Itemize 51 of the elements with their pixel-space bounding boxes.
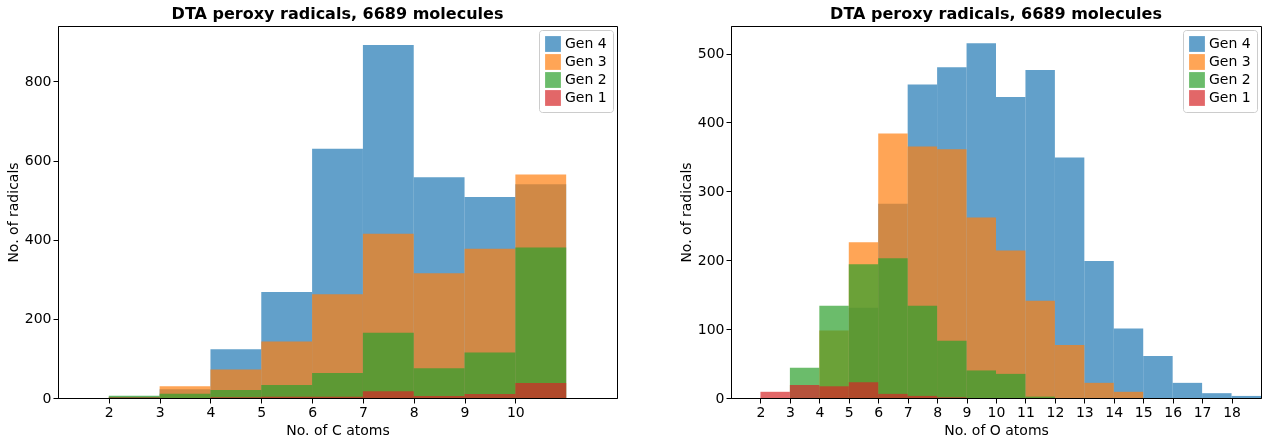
- y-tick-label: 0: [715, 389, 725, 406]
- x-tick-label: 6: [874, 403, 884, 420]
- x-axis-title: No. of C atoms: [286, 421, 390, 438]
- x-tick-label: 3: [785, 403, 795, 420]
- y-tick-label: 300: [697, 182, 725, 199]
- x-tick-label: 4: [815, 403, 825, 420]
- x-tick-label: 18: [1223, 403, 1241, 420]
- x-tick-label: 9: [460, 403, 470, 420]
- x-tick-label: 10: [506, 403, 525, 420]
- x-tick-label: 14: [1105, 403, 1124, 420]
- y-axis-title: No. of radicals: [4, 162, 21, 263]
- y-tick-label: 100: [697, 320, 725, 337]
- x-tick-label: 9: [962, 403, 972, 420]
- y-tick-label: 200: [24, 310, 52, 327]
- y-tick-label: 500: [697, 45, 725, 62]
- chart-title: DTA peroxy radicals, 6689 molecules: [830, 4, 1162, 23]
- x-tick-label: 2: [104, 403, 114, 420]
- legend-label: Gen 1: [1209, 89, 1251, 105]
- y-tick-label: 600: [24, 152, 52, 169]
- legend-label: Gen 4: [1209, 35, 1251, 51]
- legend-label: Gen 2: [565, 71, 607, 87]
- x-axis-title: No. of O atoms: [944, 421, 1049, 438]
- y-tick-label: 800: [24, 72, 52, 89]
- x-tick-label: 16: [1164, 403, 1183, 420]
- x-tick-label: 11: [1017, 403, 1035, 420]
- y-tick-label: 0: [42, 389, 52, 406]
- x-tick-label: 17: [1193, 403, 1212, 420]
- x-tick-label: 4: [206, 403, 216, 420]
- x-tick-label: 15: [1134, 403, 1153, 420]
- legend-label: Gen 3: [1209, 53, 1251, 69]
- x-tick-label: 3: [155, 403, 165, 420]
- x-tick-label: 5: [257, 403, 267, 420]
- y-axis-title: No. of radicals: [677, 162, 694, 263]
- x-tick-label: 6: [308, 403, 318, 420]
- x-tick-label: 10: [987, 403, 1006, 420]
- x-tick-label: 8: [409, 403, 419, 420]
- x-tick-label: 7: [903, 403, 913, 420]
- y-tick-label: 400: [697, 113, 725, 130]
- x-tick-label: 8: [933, 403, 943, 420]
- x-tick-label: 5: [844, 403, 854, 420]
- legend-label: Gen 3: [565, 53, 607, 69]
- x-tick-label: 12: [1046, 403, 1065, 420]
- legend-label: Gen 2: [1209, 71, 1251, 87]
- x-tick-label: 7: [358, 403, 368, 420]
- x-tick-label: 13: [1075, 403, 1094, 420]
- y-tick-label: 400: [24, 231, 52, 248]
- legend-label: Gen 1: [565, 89, 607, 105]
- legend-label: Gen 4: [565, 35, 607, 51]
- chart-title: DTA peroxy radicals, 6689 molecules: [171, 4, 504, 23]
- y-tick-label: 200: [697, 251, 725, 268]
- x-tick-label: 2: [756, 403, 766, 420]
